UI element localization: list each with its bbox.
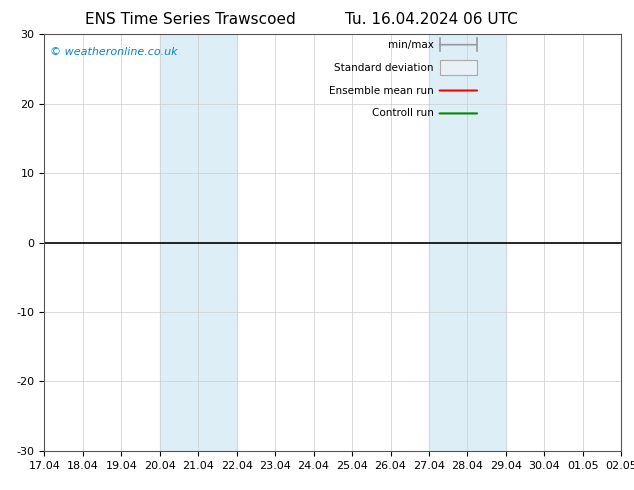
Text: Tu. 16.04.2024 06 UTC: Tu. 16.04.2024 06 UTC — [345, 12, 517, 27]
Bar — [160, 34, 236, 451]
Text: min/max: min/max — [388, 40, 434, 49]
Text: ENS Time Series Trawscoed: ENS Time Series Trawscoed — [85, 12, 295, 27]
Text: Standard deviation: Standard deviation — [334, 63, 434, 73]
Bar — [429, 34, 506, 451]
Bar — [439, 60, 477, 75]
Text: Ensemble mean run: Ensemble mean run — [329, 86, 434, 96]
Text: © weatheronline.co.uk: © weatheronline.co.uk — [50, 47, 178, 57]
Text: Controll run: Controll run — [372, 108, 434, 119]
